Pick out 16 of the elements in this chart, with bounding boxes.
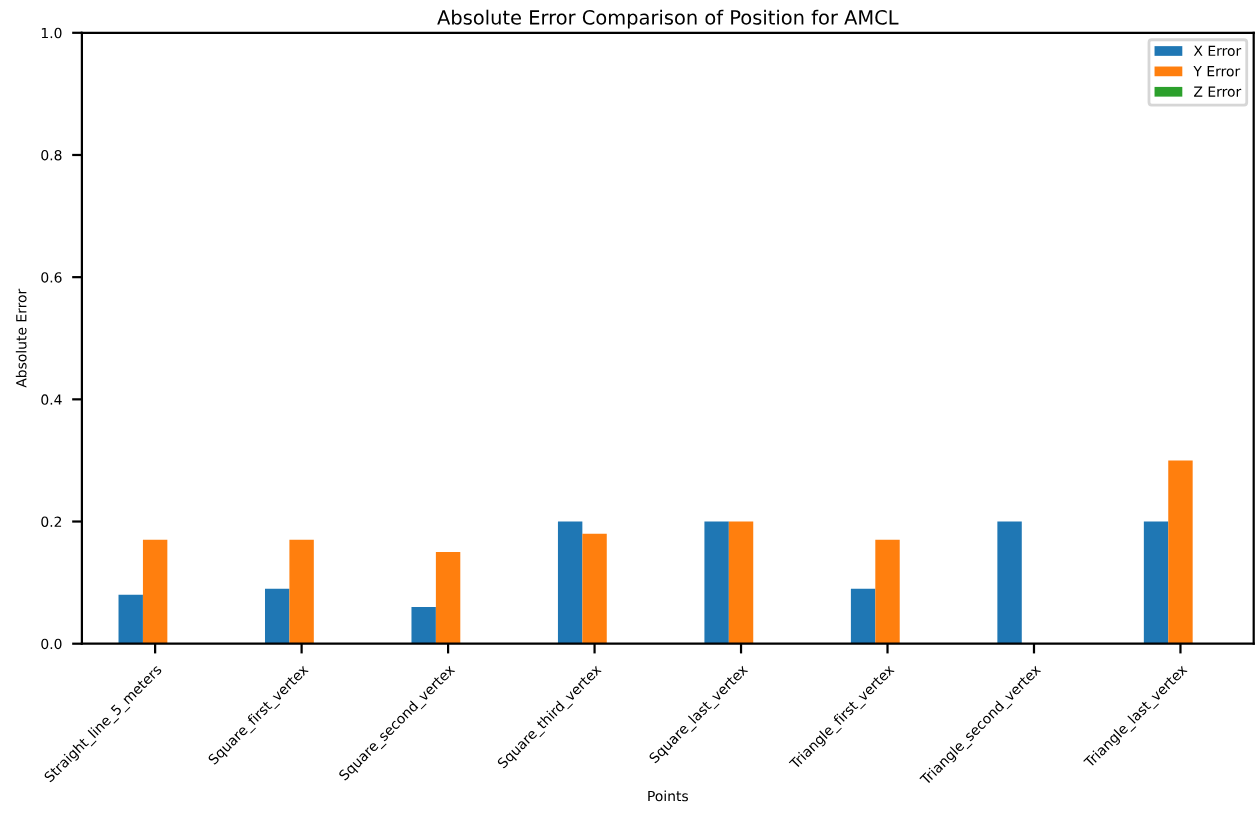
bar bbox=[875, 539, 900, 644]
bar bbox=[435, 552, 461, 644]
bar bbox=[264, 588, 290, 644]
bar bbox=[704, 521, 729, 644]
bar bbox=[1143, 521, 1169, 644]
bar bbox=[582, 533, 607, 644]
bar bbox=[118, 594, 143, 644]
chart-title: Absolute Error Comparison of Position for AMCL bbox=[437, 9, 899, 29]
bar bbox=[557, 521, 583, 644]
bar bbox=[142, 539, 168, 644]
bar bbox=[411, 607, 436, 644]
bar bbox=[728, 521, 754, 644]
bar bbox=[997, 521, 1022, 644]
bar bbox=[289, 539, 314, 644]
bar bbox=[1168, 460, 1193, 644]
bar bbox=[850, 588, 876, 644]
